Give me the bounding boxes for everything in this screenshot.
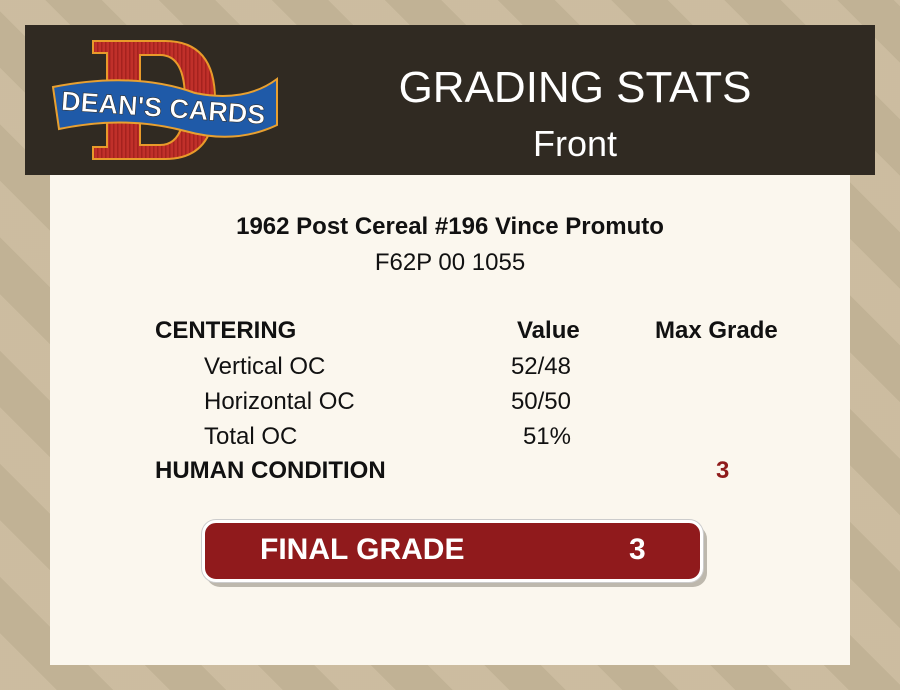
total-oc-value: 51%: [522, 423, 571, 450]
stats-panel: 1962 Post Cereal #196 Vince Promuto F62P…: [50, 175, 850, 665]
max-grade-header: Max Grade: [655, 317, 778, 344]
header: DEAN'S CARDS GRADING STATS Front: [25, 25, 875, 175]
card-name: 1962 Post Cereal #196 Vince Promuto: [236, 213, 664, 240]
centering-header: CENTERING: [155, 317, 297, 344]
deans-cards-logo: DEAN'S CARDS: [51, 40, 278, 160]
page-subtitle: Front: [532, 123, 618, 164]
cert-number: F62P 00 1055: [374, 249, 526, 276]
final-grade-bar: FINAL GRADE 3: [202, 520, 703, 582]
page-title: GRADING STATS: [398, 63, 752, 112]
horizontal-oc-label: Horizontal OC: [204, 388, 355, 415]
horizontal-oc-value: 50/50: [510, 388, 571, 415]
human-condition-label: HUMAN CONDITION: [155, 457, 386, 484]
final-grade-value: 3: [629, 533, 646, 566]
value-header: Value: [517, 317, 580, 344]
vertical-oc-value: 52/48: [510, 353, 571, 380]
total-oc-label: Total OC: [204, 423, 298, 450]
vertical-oc-label: Vertical OC: [204, 353, 326, 380]
final-grade-label: FINAL GRADE: [260, 533, 465, 566]
human-condition-grade: 3: [716, 457, 730, 484]
